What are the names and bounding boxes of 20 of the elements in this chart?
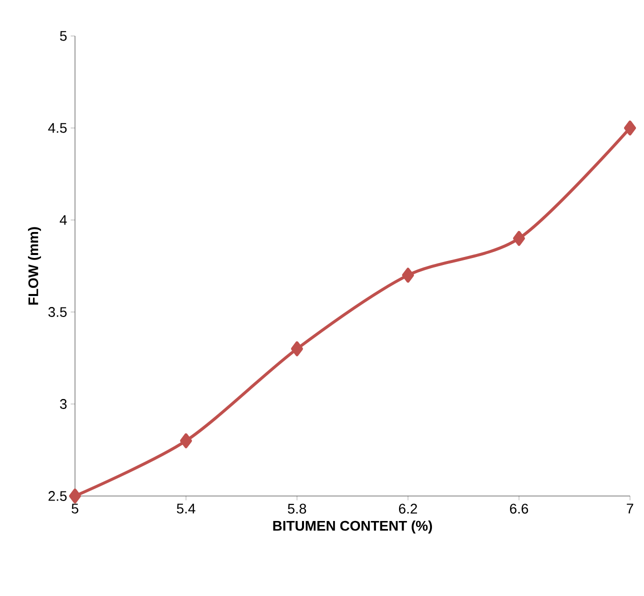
x-axis-title: BITUMEN CONTENT (%) bbox=[273, 520, 432, 534]
y-tick-label: 5 bbox=[60, 31, 67, 41]
y-tick-label: 2.5 bbox=[48, 491, 67, 501]
point bbox=[624, 120, 636, 136]
x-tick-label: 7 bbox=[626, 504, 634, 514]
x-tick-label: 6.2 bbox=[399, 504, 418, 514]
x-tick-label: 5.8 bbox=[288, 504, 306, 514]
y-tick-label: 3 bbox=[60, 399, 67, 409]
point bbox=[513, 230, 525, 246]
y-tick-label: 4.5 bbox=[48, 123, 67, 133]
y-tick-label: 4 bbox=[60, 215, 67, 225]
x-tick-label: 5.4 bbox=[176, 504, 196, 514]
x-tick-label: 5 bbox=[72, 504, 78, 514]
y-tick-label: 3.5 bbox=[48, 307, 67, 317]
point bbox=[402, 268, 414, 283]
point bbox=[291, 341, 303, 356]
point bbox=[180, 433, 192, 448]
point bbox=[69, 488, 81, 504]
y-axis-title: FLOW (mm) bbox=[28, 227, 41, 305]
x-tick-label: 6.6 bbox=[510, 504, 528, 514]
